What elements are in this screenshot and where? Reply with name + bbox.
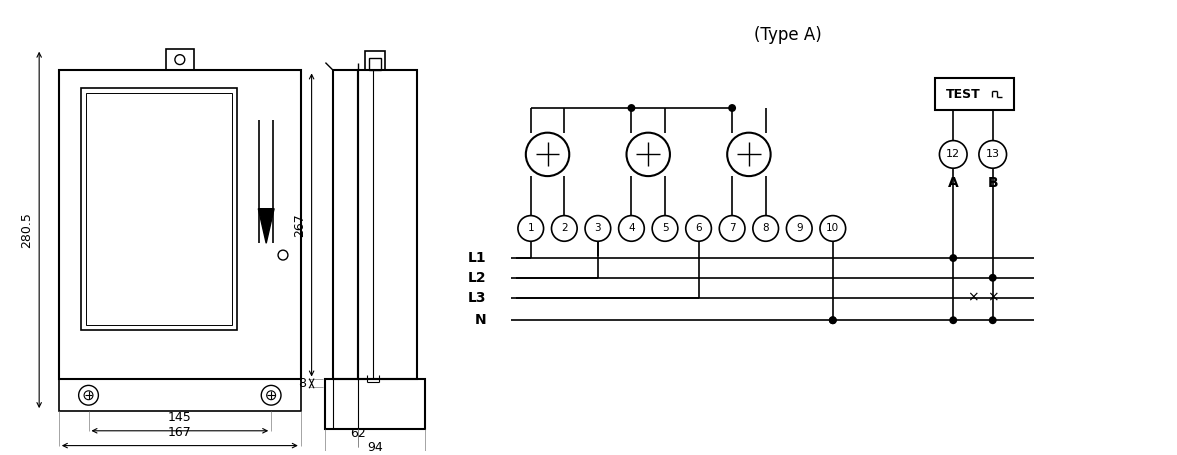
Text: N: N — [474, 313, 486, 327]
Circle shape — [753, 216, 778, 241]
Circle shape — [820, 216, 845, 241]
Text: 13: 13 — [985, 149, 999, 159]
Bar — [59, 379, 301, 411]
Text: 8: 8 — [298, 377, 306, 390]
Circle shape — [526, 133, 570, 176]
Text: (Type A): (Type A) — [753, 26, 822, 44]
Circle shape — [652, 216, 678, 241]
Text: 12: 12 — [946, 149, 960, 159]
Bar — [325, 379, 425, 429]
Bar — [365, 51, 385, 71]
Circle shape — [278, 250, 288, 260]
Text: 267: 267 — [293, 213, 306, 237]
Text: 94: 94 — [367, 441, 384, 455]
Text: $\times$: $\times$ — [967, 291, 979, 304]
Circle shape — [989, 274, 997, 282]
Text: 9: 9 — [796, 223, 803, 233]
Bar — [333, 71, 358, 379]
Bar — [80, 88, 237, 330]
Circle shape — [829, 316, 837, 324]
Bar — [358, 71, 417, 379]
Text: $\times$: $\times$ — [986, 291, 998, 304]
Circle shape — [261, 385, 281, 405]
Circle shape — [829, 316, 837, 324]
Text: 62: 62 — [350, 427, 366, 440]
Circle shape — [552, 216, 577, 241]
Circle shape — [989, 316, 997, 324]
Text: A: A — [947, 176, 958, 190]
Text: L3: L3 — [467, 291, 486, 304]
Circle shape — [950, 316, 957, 324]
Circle shape — [175, 55, 185, 65]
Text: 3: 3 — [594, 223, 601, 233]
Text: 5: 5 — [661, 223, 669, 233]
Circle shape — [686, 216, 711, 241]
Bar — [86, 93, 232, 325]
Text: 167: 167 — [168, 426, 192, 439]
Text: 6: 6 — [696, 223, 701, 233]
Text: 145: 145 — [168, 411, 192, 424]
Circle shape — [727, 133, 771, 176]
Text: L2: L2 — [467, 271, 486, 285]
Circle shape — [585, 216, 611, 241]
Text: 10: 10 — [826, 223, 839, 233]
Circle shape — [626, 133, 670, 176]
Bar — [166, 49, 194, 71]
Circle shape — [950, 254, 957, 262]
Text: 1: 1 — [527, 223, 534, 233]
Text: L1: L1 — [467, 251, 486, 265]
Circle shape — [84, 391, 93, 399]
Circle shape — [786, 216, 812, 241]
Circle shape — [939, 141, 967, 168]
Text: 7: 7 — [729, 223, 736, 233]
Text: 2: 2 — [561, 223, 567, 233]
Circle shape — [719, 216, 745, 241]
Text: 280.5: 280.5 — [20, 212, 33, 248]
Circle shape — [627, 104, 636, 112]
Bar — [370, 58, 381, 71]
Circle shape — [619, 216, 644, 241]
Circle shape — [79, 385, 99, 405]
Circle shape — [979, 141, 1006, 168]
Bar — [59, 71, 301, 379]
Text: 8: 8 — [763, 223, 769, 233]
Bar — [936, 78, 1015, 110]
Text: 4: 4 — [629, 223, 634, 233]
Circle shape — [518, 216, 544, 241]
Circle shape — [729, 104, 736, 112]
Text: TEST: TEST — [946, 88, 980, 101]
Polygon shape — [258, 209, 274, 243]
Text: B: B — [988, 176, 998, 190]
Circle shape — [267, 391, 275, 399]
